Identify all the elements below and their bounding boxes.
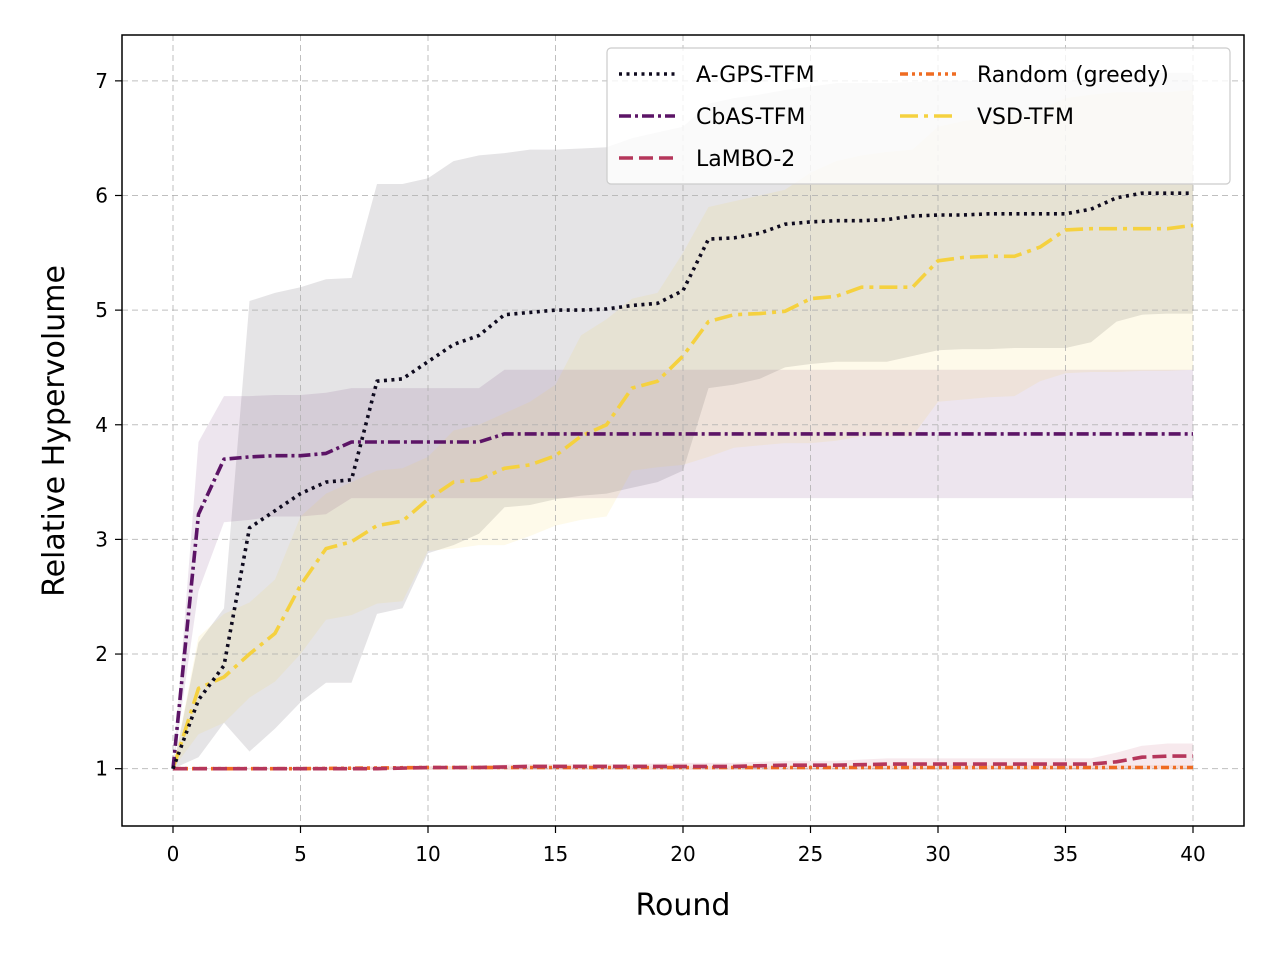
x-axis-ticks: 0 5 10 15 20 25 30 35 40 [167, 826, 1206, 866]
legend-label-random-greedy: Random (greedy) [977, 63, 1169, 88]
x-tick-label: 15 [543, 842, 568, 866]
line-lambo-2 [173, 754, 1193, 771]
x-tick-label: 25 [798, 842, 823, 866]
line-cbas-tfm [171, 432, 1193, 769]
grid-lines [122, 35, 1244, 826]
legend-label-lambo-2: LaMBO-2 [696, 147, 795, 172]
x-tick-label: 40 [1180, 842, 1205, 866]
legend-label-cbas-tfm: CbAS-TFM [696, 105, 805, 130]
x-tick-label: 20 [670, 842, 695, 866]
y-tick-label: 6 [95, 183, 108, 207]
y-tick-label: 7 [95, 69, 108, 93]
line-vsd-tfm [171, 223, 1194, 770]
x-tick-label: 35 [1053, 842, 1078, 866]
y-tick-label: 3 [95, 527, 108, 551]
legend-label-vsd-tfm: VSD-TFM [977, 105, 1074, 130]
y-tick-label: 1 [95, 757, 108, 781]
legend-label-a-gps-tfm: A-GPS-TFM [696, 63, 815, 88]
y-tick-label: 4 [95, 413, 108, 437]
legend-box [606, 47, 1231, 185]
y-axis-ticks: 1 2 3 4 5 6 7 [95, 69, 122, 781]
legend: A-GPS-TFM CbAS-TFM LaMBO-2 Random (greedy) V… [606, 47, 1231, 185]
y-axis-label: Relative Hypervolume [37, 265, 72, 597]
y-tick-label: 2 [95, 642, 108, 666]
x-tick-label: 0 [167, 842, 180, 866]
y-tick-label: 5 [95, 298, 108, 322]
x-tick-label: 30 [925, 842, 950, 866]
line-a-gps-tfm [171, 191, 1193, 770]
series-lines [171, 191, 1194, 771]
x-axis-label: Round [636, 888, 731, 923]
x-tick-label: 5 [294, 842, 307, 866]
x-tick-label: 10 [415, 842, 440, 866]
